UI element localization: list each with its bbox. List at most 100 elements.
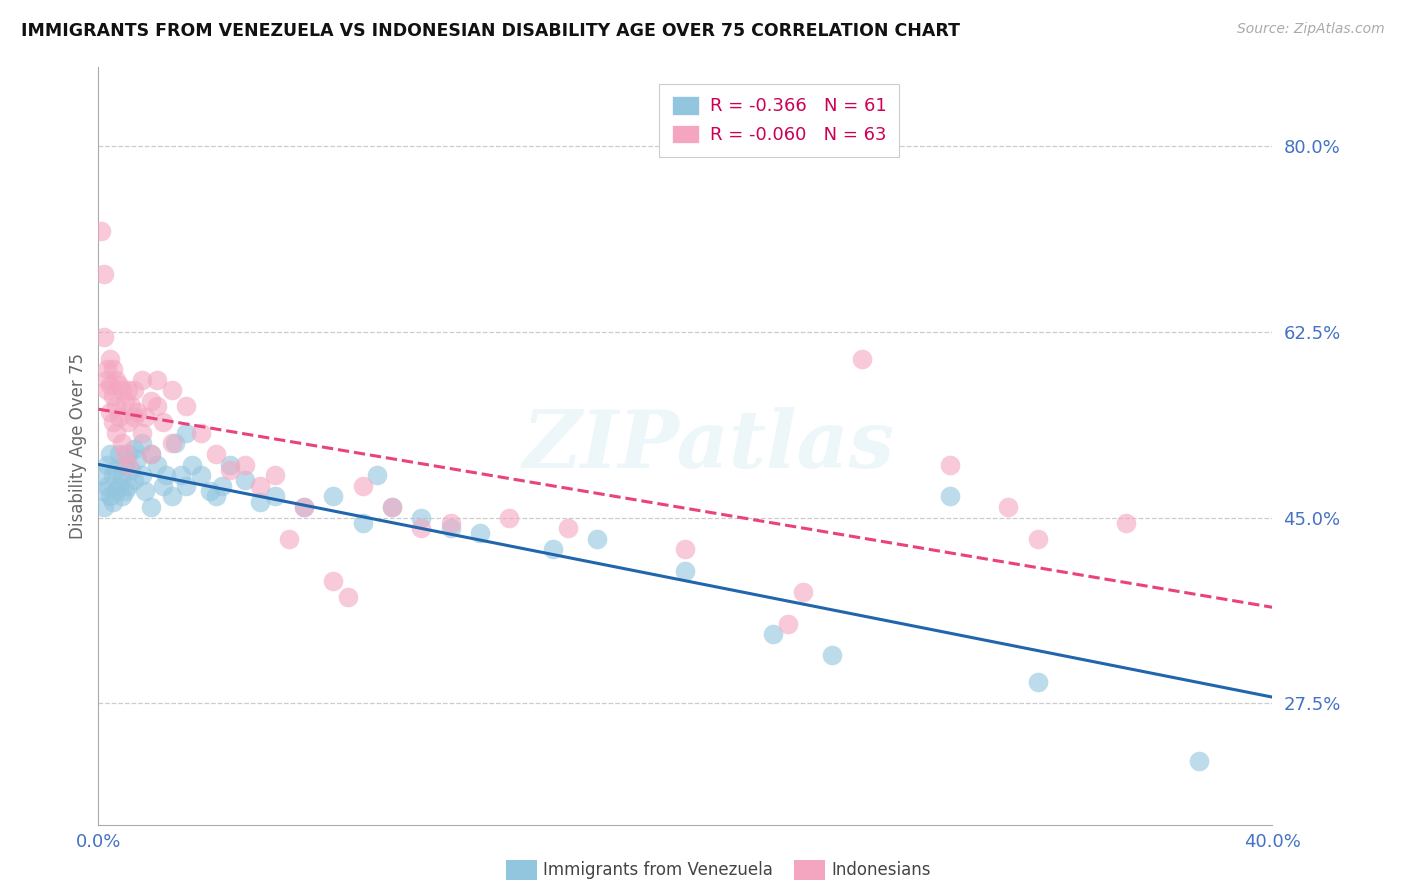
Point [336,590,359,604]
Point [586,532,609,546]
Point [111,436,134,450]
Point [117,415,139,429]
Point [263,489,285,503]
Point [122,442,145,456]
Point [1026,675,1049,690]
Point [134,484,156,499]
Point [105,373,128,387]
Point [98,378,121,392]
Point [938,489,960,503]
Point [98,404,121,418]
Point [93,267,115,281]
Point [96,362,118,376]
Point [114,484,136,499]
Point [938,458,960,472]
Point [141,393,163,408]
Point [352,479,374,493]
Point [125,404,148,418]
Point [219,463,242,477]
Point [249,479,271,493]
Point [108,479,131,493]
Point [93,500,115,514]
Point [122,384,145,398]
Point [292,500,315,514]
Point [778,616,800,631]
Point [190,425,212,440]
Point [111,468,134,483]
Point [98,489,121,503]
Point [146,458,169,472]
Point [117,458,139,472]
Point [131,468,153,483]
Point [120,399,142,413]
Text: Immigrants from Venezuela: Immigrants from Venezuela [543,861,772,879]
Point [111,384,134,398]
Point [498,510,520,524]
Point [322,489,344,503]
Point [997,500,1019,514]
Point [411,510,433,524]
Point [117,384,139,398]
Point [134,409,156,424]
Point [851,351,873,366]
Point [96,373,118,387]
Point [557,521,579,535]
Point [160,384,183,398]
Point [122,474,145,488]
Point [1026,532,1049,546]
Point [675,542,697,557]
Point [152,479,174,493]
Point [98,447,121,461]
Legend: R = -0.366   N = 61, R = -0.060   N = 63: R = -0.366 N = 61, R = -0.060 N = 63 [659,84,900,156]
Point [163,436,186,450]
Point [101,494,124,508]
Point [131,425,153,440]
Point [141,447,163,461]
Point [96,479,118,493]
Point [160,489,183,503]
Y-axis label: Disability Age Over 75: Disability Age Over 75 [69,353,87,539]
Point [114,458,136,472]
Point [219,458,242,472]
Point [1188,755,1211,769]
Point [105,463,128,477]
Point [1115,516,1137,530]
Point [96,458,118,472]
Point [90,468,112,483]
Point [366,468,388,483]
Point [263,468,285,483]
Point [101,389,124,403]
Point [160,436,183,450]
Point [96,384,118,398]
Point [211,479,233,493]
Point [131,436,153,450]
Point [93,484,115,499]
Point [108,409,131,424]
Point [176,479,198,493]
Point [152,415,174,429]
Point [146,373,169,387]
Point [101,468,124,483]
Point [131,373,153,387]
Point [821,648,844,663]
Text: Indonesians: Indonesians [831,861,931,879]
Point [114,393,136,408]
Point [101,415,124,429]
Point [117,447,139,461]
Point [198,484,221,499]
Point [278,532,301,546]
Point [468,526,491,541]
Point [205,489,228,503]
Point [108,447,131,461]
Point [176,425,198,440]
Point [190,468,212,483]
Point [176,399,198,413]
Point [233,458,256,472]
Point [117,479,139,493]
Point [93,330,115,344]
Point [181,458,204,472]
Point [169,468,191,483]
Point [381,500,404,514]
Point [249,494,271,508]
Point [141,500,163,514]
